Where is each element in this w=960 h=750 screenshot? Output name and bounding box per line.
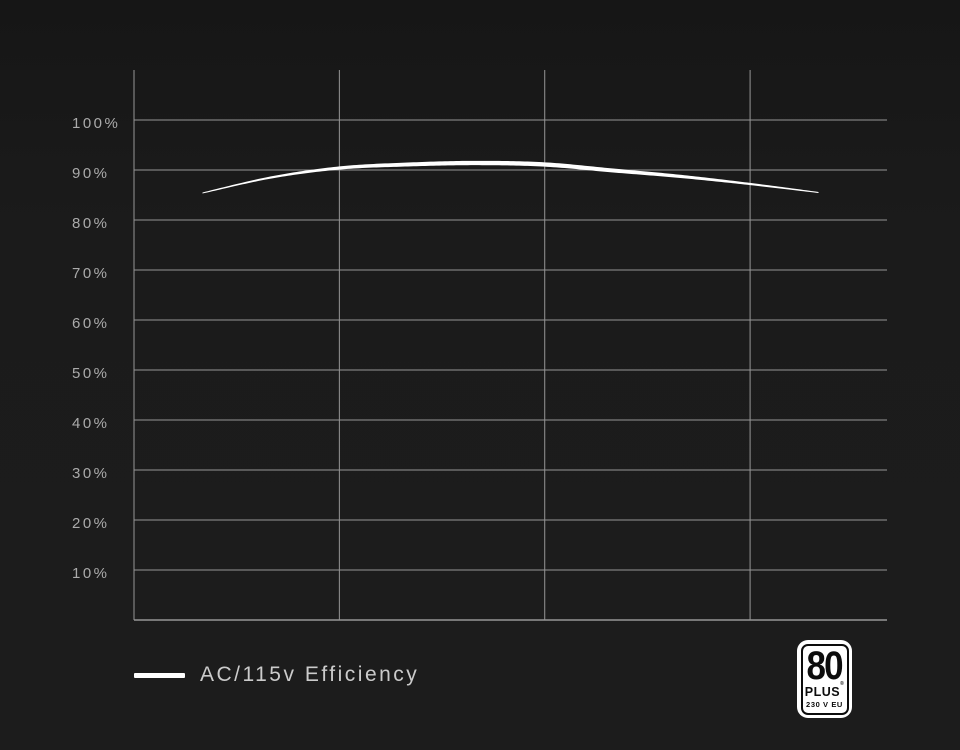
y-axis-tick-label: 90%: [72, 165, 110, 182]
badge-plus-text: PLUS®: [804, 682, 845, 699]
badge-registered-mark: ®: [840, 681, 845, 688]
y-axis-tick-label: 30%: [72, 465, 110, 482]
legend-label: AC/115v Efficiency: [200, 663, 420, 686]
y-axis-tick-label: 50%: [72, 365, 110, 382]
badge-voltage-text: 230 V EU: [806, 699, 843, 709]
y-axis-tick-label: 10%: [72, 565, 110, 582]
y-axis-tick-label: 40%: [72, 415, 110, 432]
legend-line-swatch: [134, 672, 185, 678]
y-axis-tick-label: 20%: [72, 515, 110, 532]
efficiency-curve: [202, 160, 819, 194]
chart-legend: AC/115v Efficiency: [134, 663, 419, 687]
badge-80-text: 80: [806, 644, 844, 689]
80plus-badge-inner: 80 PLUS® 230 V EU: [800, 643, 849, 715]
y-axis-tick-label: 80%: [72, 215, 110, 232]
badge-plus-word: PLUS: [804, 684, 841, 699]
y-axis-tick-label: 60%: [72, 315, 110, 332]
80plus-badge: 80 PLUS® 230 V EU: [797, 640, 852, 718]
y-axis-tick-label: 70%: [72, 265, 110, 282]
y-axis-tick-label: 100%: [72, 115, 121, 132]
